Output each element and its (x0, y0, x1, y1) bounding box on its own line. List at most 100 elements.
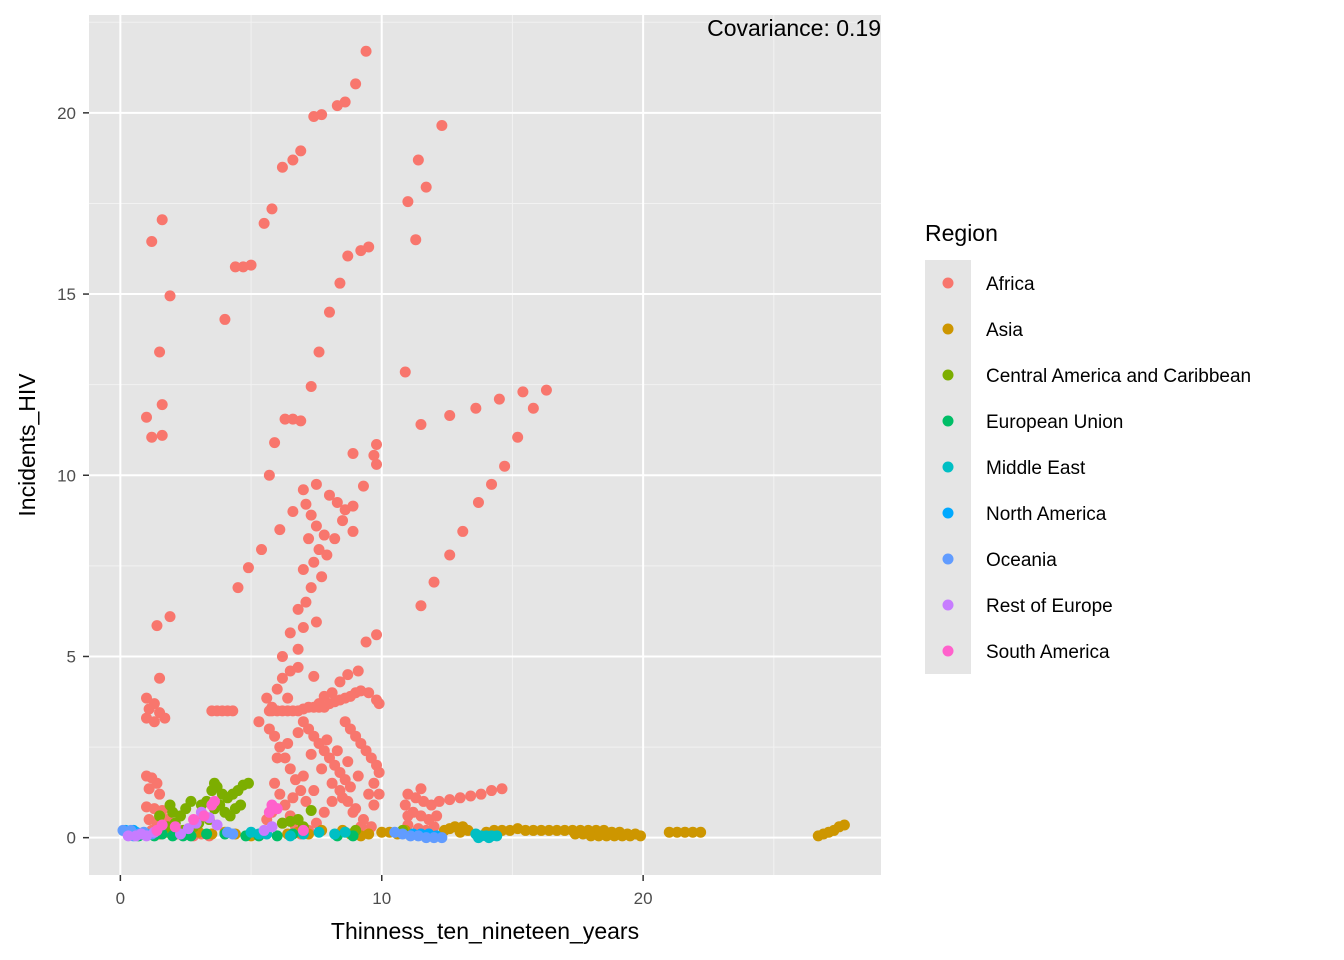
data-point (188, 814, 200, 826)
data-point (300, 596, 312, 608)
data-point (316, 571, 328, 583)
data-point (156, 819, 168, 831)
data-point (313, 346, 325, 358)
legend-label: Oceania (986, 550, 1057, 571)
data-point (420, 181, 432, 193)
data-point (284, 763, 296, 775)
data-point (339, 826, 351, 838)
data-point (269, 730, 281, 742)
data-point (156, 399, 168, 411)
data-point (292, 727, 304, 739)
data-point (405, 830, 417, 842)
data-point (169, 821, 181, 833)
data-point (310, 616, 322, 628)
data-point (297, 770, 309, 782)
data-point (496, 783, 508, 795)
data-point (297, 484, 309, 496)
data-point (159, 712, 171, 724)
legend: Region Africa Asia Central America and Car… (925, 220, 1251, 674)
data-point (308, 556, 320, 568)
data-point (227, 828, 239, 840)
data-point (373, 788, 385, 800)
data-point (326, 777, 338, 789)
data-point (342, 669, 354, 681)
data-point (347, 500, 359, 512)
data-point (363, 687, 375, 699)
data-point (371, 629, 383, 641)
data-point (601, 830, 613, 842)
x-tick-label: 10 (372, 889, 391, 908)
data-point (527, 824, 539, 836)
legend-item: North America (942, 504, 1107, 525)
data-point (269, 437, 281, 449)
data-point (433, 795, 445, 807)
data-point (535, 824, 547, 836)
data-point (402, 196, 414, 208)
data-point (663, 826, 675, 838)
minor-grid (89, 15, 881, 875)
data-point (295, 415, 307, 427)
data-point (331, 745, 343, 757)
data-point (483, 832, 495, 844)
data-point (635, 830, 647, 842)
data-point (261, 692, 273, 704)
data-point (305, 748, 317, 760)
data-point (350, 78, 362, 90)
data-point (276, 161, 288, 173)
data-point (310, 520, 322, 532)
legend-items: Africa Asia Central America and Caribbean E… (942, 274, 1251, 663)
data-point (208, 795, 220, 807)
data-point (493, 393, 505, 405)
data-point (410, 234, 422, 246)
series-south-america (151, 795, 309, 836)
data-point (347, 525, 359, 537)
data-point (331, 496, 343, 508)
data-point (201, 828, 213, 840)
data-point (242, 777, 254, 789)
data-point (263, 469, 275, 481)
data-point (258, 217, 270, 229)
legend-key (942, 415, 954, 427)
data-point (227, 705, 239, 717)
data-point (454, 826, 466, 838)
data-point (182, 823, 194, 835)
legend-item: Asia (942, 320, 1023, 341)
legend-label: Central America and Caribbean (986, 366, 1251, 387)
data-point (334, 676, 346, 688)
data-point (342, 756, 354, 768)
data-point (297, 824, 309, 836)
data-point (308, 670, 320, 682)
data-point (303, 533, 315, 545)
data-point (206, 785, 218, 797)
data-point (399, 799, 411, 811)
x-axis: 0 10 20 (116, 875, 653, 908)
y-tick-label: 15 (57, 285, 76, 304)
data-point (310, 478, 322, 490)
data-point (323, 306, 335, 318)
data-point (428, 832, 440, 844)
data-point (527, 402, 539, 414)
data-point (368, 799, 380, 811)
data-point (156, 429, 168, 441)
data-point (357, 480, 369, 492)
data-point (360, 636, 372, 648)
data-point (211, 819, 223, 831)
data-point (271, 683, 283, 695)
data-point (292, 643, 304, 655)
data-point (431, 810, 443, 822)
data-point (167, 806, 179, 818)
data-point (151, 620, 163, 632)
data-point (326, 795, 338, 807)
data-point (475, 788, 487, 800)
data-point (232, 582, 244, 594)
data-point (164, 290, 176, 302)
data-point (347, 448, 359, 460)
plot-panel (89, 15, 881, 875)
data-point (420, 832, 432, 844)
data-point (344, 781, 356, 793)
legend-key (942, 553, 954, 565)
data-point (352, 770, 364, 782)
data-point (624, 830, 636, 842)
data-point (616, 830, 628, 842)
data-point (297, 621, 309, 633)
